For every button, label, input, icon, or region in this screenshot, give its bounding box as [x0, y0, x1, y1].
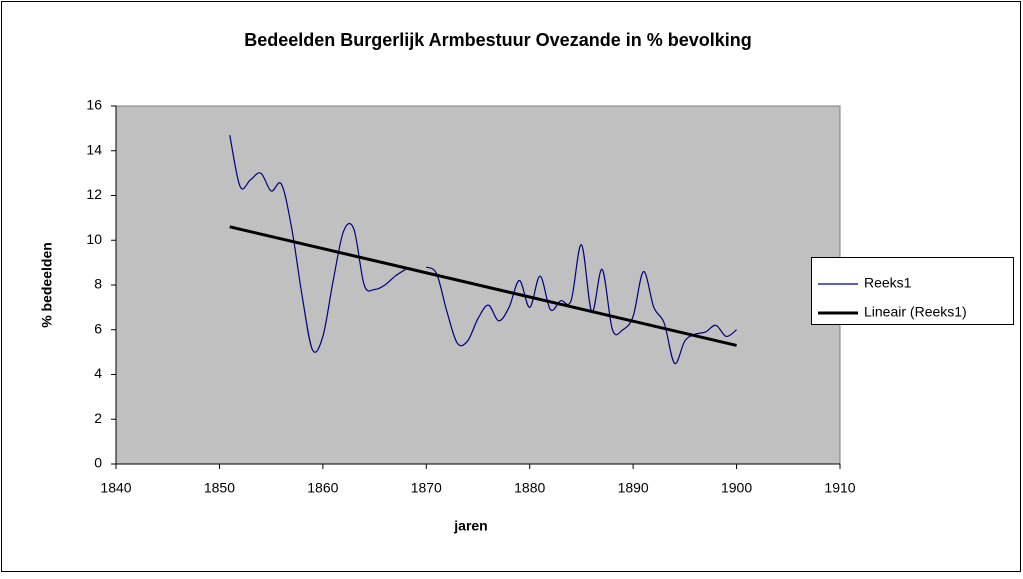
chart-title: Bedeelden Burgerlijk Armbestuur Ovezande… [244, 30, 751, 50]
y-tick-label: 12 [86, 186, 102, 202]
y-tick-label: 6 [94, 320, 102, 336]
y-tick-label: 2 [94, 410, 102, 426]
y-tick-label: 4 [94, 365, 102, 381]
legend-label: Lineair (Reeks1) [864, 304, 967, 320]
y-tick-label: 10 [86, 231, 102, 247]
x-tick-label: 1870 [411, 480, 442, 496]
x-tick-label: 1910 [824, 480, 855, 496]
y-tick-label: 0 [94, 455, 102, 471]
series-line [229, 225, 737, 347]
x-tick-label: 1880 [514, 480, 545, 496]
x-axis-label: jaren [453, 518, 487, 534]
x-tick-label: 1890 [618, 480, 649, 496]
x-tick-label: 1900 [721, 480, 752, 496]
series-line [229, 134, 737, 365]
legend-label: Reeks1 [864, 275, 912, 291]
x-tick-label: 1840 [100, 480, 131, 496]
y-axis-label: % bedeelden [39, 242, 55, 328]
y-tick-label: 16 [86, 97, 102, 113]
x-tick-label: 1860 [307, 480, 338, 496]
y-tick-label: 14 [86, 141, 102, 157]
x-tick-label: 1850 [204, 480, 235, 496]
y-tick-label: 8 [94, 276, 102, 292]
